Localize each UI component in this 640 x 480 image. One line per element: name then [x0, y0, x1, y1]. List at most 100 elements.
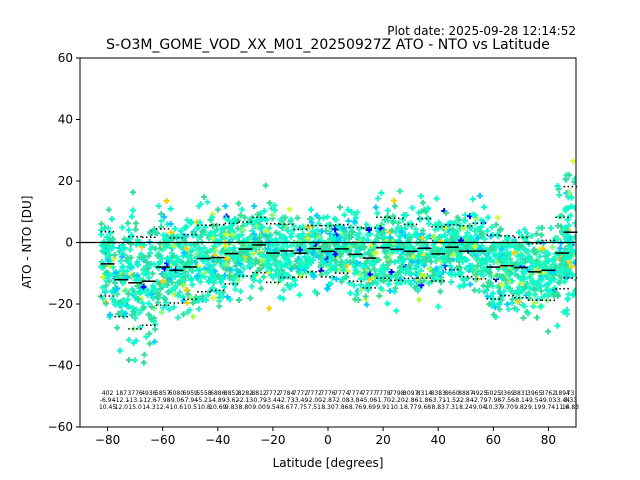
scatter-point [182, 273, 189, 280]
scatter-point [304, 235, 311, 242]
scatter-point [247, 295, 254, 302]
scatter-point [186, 307, 193, 314]
scatter-point [388, 269, 395, 276]
scatter-point [281, 270, 288, 277]
scatter-point [347, 252, 354, 259]
scatter-point [347, 290, 354, 297]
scatter-point [284, 255, 291, 262]
scatter-point [188, 294, 195, 301]
x-tick-label: −40 [205, 433, 230, 447]
scatter-point [154, 230, 161, 237]
scatter-point [390, 219, 397, 226]
scatter-point [480, 219, 487, 226]
scatter-point [372, 249, 379, 256]
scatter-point [210, 277, 217, 284]
scatter-point [162, 296, 169, 303]
scatter-point [357, 281, 364, 288]
scatter-point [98, 220, 105, 227]
scatter-point [159, 255, 166, 262]
scatter-point [204, 261, 211, 268]
scatter-point [499, 273, 506, 280]
scatter-point [497, 250, 504, 257]
scatter-point [536, 253, 543, 260]
scatter-point [190, 313, 197, 320]
scatter-point [456, 216, 463, 223]
scatter-point [570, 248, 576, 255]
scatter-point [365, 287, 372, 294]
bin-stat-mean: -2.84 [458, 397, 474, 404]
scatter-point [181, 250, 188, 257]
scatter-point [308, 232, 315, 239]
scatter-point [235, 200, 242, 207]
scatter-point [238, 231, 245, 238]
scatter-point [402, 270, 409, 277]
scatter-point [175, 268, 182, 275]
scatter-point [538, 232, 545, 239]
scatter-point [459, 258, 466, 265]
bin-stat-sd: 15.0 [128, 404, 142, 411]
scatter-point [102, 300, 109, 307]
scatter-point [237, 288, 244, 295]
scatter-point [195, 297, 202, 304]
scatter-point [430, 272, 437, 279]
scatter-point [114, 285, 121, 292]
scatter-point [167, 221, 174, 228]
scatter-point [554, 236, 561, 243]
scatter-point [140, 359, 147, 366]
scatter-point [435, 219, 442, 226]
scatter-point [216, 303, 223, 310]
scatter-point [107, 311, 114, 318]
scatter-point [481, 235, 488, 242]
scatter-point [134, 282, 141, 289]
scatter-point [182, 224, 189, 231]
scatter-point [412, 226, 419, 233]
scatter-point [204, 291, 211, 298]
bin-stat-sd: 7.51 [308, 404, 322, 411]
scatter-point [525, 248, 532, 255]
scatter-point [315, 220, 322, 227]
scatter-point [416, 285, 423, 292]
bin-stat-sd: 9.19 [528, 404, 542, 411]
scatter-point [102, 288, 109, 295]
scatter-point [324, 285, 331, 292]
scatter-point [276, 230, 283, 237]
scatter-point [534, 284, 541, 291]
scatter-point [98, 242, 105, 249]
scatter-point [531, 300, 538, 307]
scatter-point [433, 195, 440, 202]
scatter-point [572, 220, 576, 227]
scatter-point [538, 303, 545, 310]
scatter-point [295, 238, 302, 245]
scatter-point [373, 280, 380, 287]
scatter-point [267, 272, 274, 279]
scatter-point [132, 220, 139, 227]
scatter-point [556, 279, 563, 286]
scatter-point [361, 263, 368, 270]
scatter-point [353, 248, 360, 255]
y-tick-label: 0 [65, 236, 73, 250]
scatter-point [341, 260, 348, 267]
scatter-point [487, 233, 494, 240]
scatter-point [522, 258, 529, 265]
scatter-point [453, 229, 460, 236]
scatter-point [504, 301, 511, 308]
scatter-point [156, 245, 163, 252]
y-axis-ticks: −60 −40 −20 0 20 40 60 [48, 51, 80, 434]
scatter-point [139, 299, 146, 306]
scatter-point [381, 266, 388, 273]
bin-stat-mean: -3.44 [265, 397, 281, 404]
scatter-point [348, 208, 355, 215]
scatter-point [297, 273, 304, 280]
scatter-point [568, 263, 575, 270]
scatter-point [279, 251, 286, 258]
scatter-point [209, 214, 216, 221]
scatter-point [451, 219, 458, 226]
scatter-point [332, 257, 339, 264]
scatter-point [402, 225, 409, 232]
scatter-point [125, 227, 132, 234]
scatter-point [255, 211, 262, 218]
scatter-point [207, 229, 214, 236]
bin-stat-mean: -2.86 [403, 397, 419, 404]
scatter-point [517, 256, 524, 263]
scatter-point [377, 225, 384, 232]
